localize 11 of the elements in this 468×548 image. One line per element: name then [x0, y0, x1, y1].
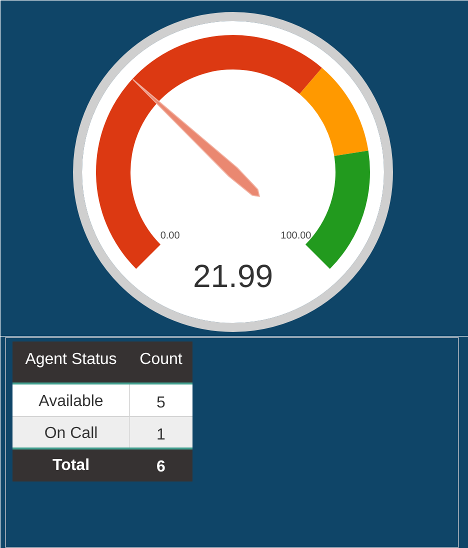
text: Total [52, 457, 90, 474]
text: 0.00 [160, 230, 180, 242]
text: Count [140, 351, 183, 368]
data-label: 1 [156, 426, 166, 444]
text: Agent Status [25, 351, 117, 368]
data-label: 5 [156, 394, 166, 412]
text: 21.99 [192, 258, 274, 294]
text: 100.00 [280, 230, 312, 242]
category-label: On Call [44, 425, 98, 442]
category-label: Available [38, 393, 104, 410]
text: 6 [156, 458, 166, 476]
